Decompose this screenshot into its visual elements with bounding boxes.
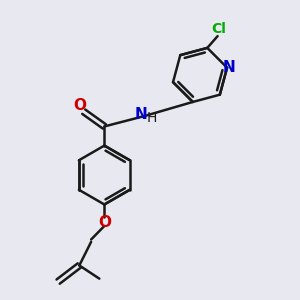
Text: N: N — [223, 60, 236, 75]
Text: O: O — [74, 98, 87, 113]
Text: N: N — [134, 107, 147, 122]
Text: Cl: Cl — [212, 22, 226, 36]
Text: O: O — [98, 214, 111, 230]
Text: H: H — [146, 112, 157, 125]
